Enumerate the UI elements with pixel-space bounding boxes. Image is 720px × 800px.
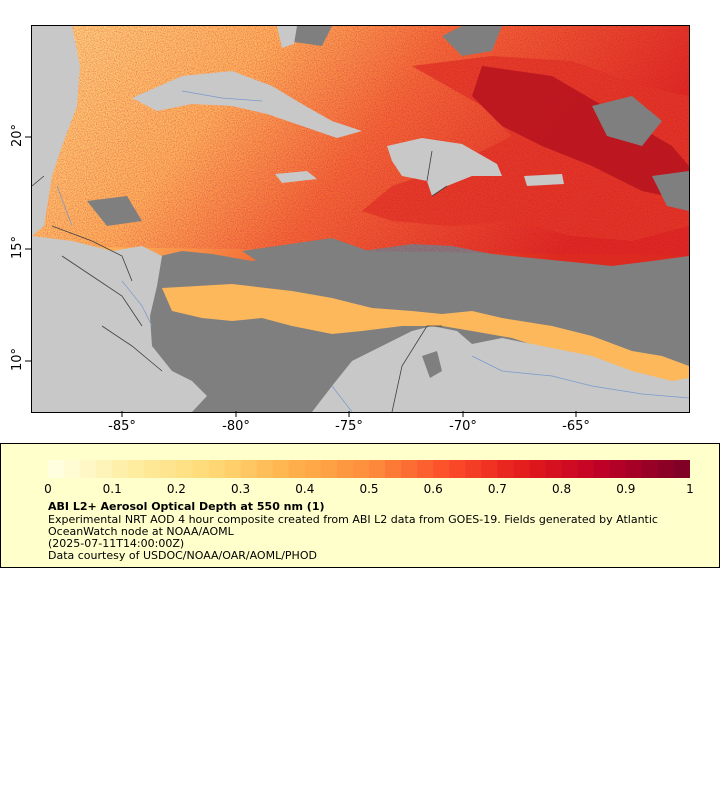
axis-ticks <box>25 136 577 417</box>
colorbar-swatch <box>417 460 434 478</box>
y-tick-label: 15° <box>10 235 26 260</box>
colorbar-swatch <box>176 460 193 478</box>
colorbar-swatch <box>112 460 129 478</box>
rivers <box>56 90 689 412</box>
cloud-patch <box>442 26 502 56</box>
jamaica-land <box>275 171 317 183</box>
colorbar-swatch <box>256 460 274 478</box>
colorbar-swatch <box>385 460 402 478</box>
colorbar-swatch <box>369 460 386 478</box>
map-panel <box>31 25 690 413</box>
colorbar <box>48 460 690 478</box>
colorbar-swatch <box>449 460 466 478</box>
x-tick-label: -85° <box>108 419 136 434</box>
cloud-patch <box>652 171 689 211</box>
colorbar-tick-label: 0.2 <box>166 482 186 496</box>
legend-panel: 0 0.1 0.2 0.3 0.4 0.5 0.6 0.7 0.8 0.9 1 ABI L2+ Ae… <box>0 443 720 568</box>
colorbar-swatch <box>673 460 690 478</box>
colorbar-tick-label: 0.8 <box>552 482 572 496</box>
colorbar-swatch <box>577 460 595 478</box>
colorbar-tick-label: 0.7 <box>487 482 507 496</box>
colorbar-tick-label: 0.1 <box>102 482 122 496</box>
colorbar-swatch <box>160 460 177 478</box>
y-tick-label: 10° <box>10 347 26 372</box>
x-tick-label: -75° <box>335 419 363 434</box>
colorbar-tick-label: 1 <box>686 482 694 496</box>
central-america-land <box>32 236 207 412</box>
south-america-land <box>312 326 689 412</box>
x-tick-label: -80° <box>222 419 250 434</box>
colorbar-swatch <box>513 460 530 478</box>
puerto-rico-land <box>524 174 564 186</box>
colorbar-swatch <box>320 460 338 478</box>
hispaniola-land <box>387 138 502 196</box>
cuba-land <box>132 71 362 138</box>
colorbar-swatch <box>593 460 611 478</box>
y-tick-label: 20° <box>10 123 26 148</box>
colorbar-swatch <box>625 460 643 478</box>
colorbar-swatch <box>401 460 418 478</box>
legend-timestamp: (2025-07-11T14:00:00Z) <box>48 537 185 550</box>
colorbar-tick-label: 0.5 <box>359 482 379 496</box>
colorbar-tick-label: 0.4 <box>295 482 315 496</box>
yucatan-land <box>32 26 80 236</box>
lake-maracaibo <box>422 351 442 378</box>
cloud-patch <box>592 96 662 146</box>
colorbar-swatch <box>352 460 370 478</box>
colorbar-swatch <box>272 460 290 478</box>
colorbar-swatch <box>433 460 450 478</box>
colorbar-swatch <box>128 460 145 478</box>
legend-description: Experimental NRT AOD 4 hour composite cr… <box>48 513 658 538</box>
colorbar-tick-label: 0.3 <box>231 482 251 496</box>
colorbar-swatch <box>657 460 675 478</box>
colorbar-swatch <box>64 460 81 478</box>
colorbar-swatch <box>561 460 579 478</box>
colorbar-swatch <box>208 460 226 478</box>
colorbar-swatch <box>481 460 498 478</box>
aod-map <box>32 26 689 412</box>
colorbar-swatch <box>224 460 242 478</box>
colorbar-swatch <box>529 460 547 478</box>
x-tick-label: -70° <box>449 419 477 434</box>
cloud-patch <box>242 238 377 271</box>
colorbar-swatch <box>465 460 482 478</box>
cloud-patch <box>87 196 142 226</box>
colorbar-swatch <box>336 460 354 478</box>
country-borders <box>32 150 448 412</box>
x-tick-label: -65° <box>562 419 590 434</box>
colorbar-swatch <box>641 460 659 478</box>
colorbar-swatch <box>497 460 514 478</box>
colorbar-tick-label: 0.6 <box>423 482 443 496</box>
colorbar-swatch <box>80 460 97 478</box>
legend-credit: Data courtesy of USDOC/NOAA/OAR/AOML/PHO… <box>48 549 317 562</box>
colorbar-swatch <box>192 460 209 478</box>
aod-south-band <box>162 284 689 386</box>
colorbar-swatch <box>240 460 258 478</box>
bahamas-land <box>277 26 297 48</box>
colorbar-tick-label: 0 <box>44 482 52 496</box>
colorbar-swatch <box>609 460 627 478</box>
colorbar-swatch <box>144 460 161 478</box>
legend-title: ABI L2+ Aerosol Optical Depth at 550 nm … <box>48 500 325 513</box>
colorbar-swatch <box>545 460 563 478</box>
colorbar-swatch <box>288 460 306 478</box>
colorbar-tick-label: 0.9 <box>616 482 636 496</box>
colorbar-swatch <box>96 460 113 478</box>
colorbar-swatch <box>48 460 65 478</box>
colorbar-swatch <box>304 460 322 478</box>
